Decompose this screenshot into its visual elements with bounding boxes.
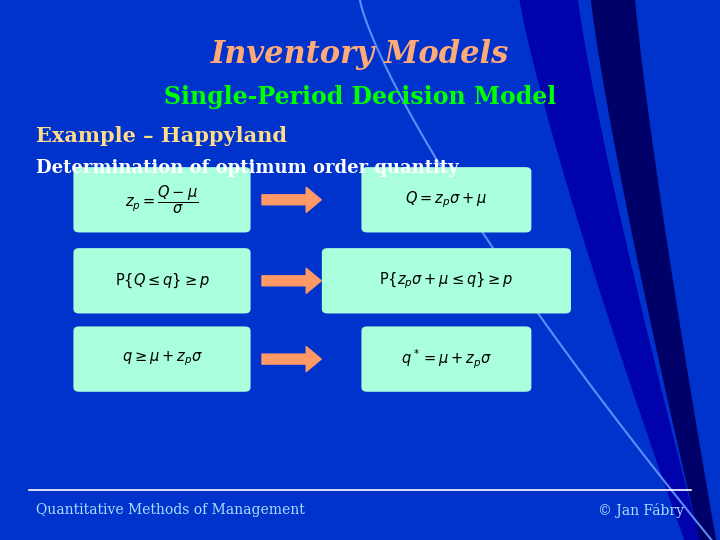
Text: Single-Period Decision Model: Single-Period Decision Model bbox=[164, 85, 556, 109]
FancyBboxPatch shape bbox=[322, 248, 571, 313]
Text: $Q = z_p\sigma + \mu$: $Q = z_p\sigma + \mu$ bbox=[405, 190, 487, 210]
Polygon shape bbox=[518, 0, 720, 540]
Text: Inventory Models: Inventory Models bbox=[211, 38, 509, 70]
FancyBboxPatch shape bbox=[73, 326, 251, 392]
Text: Quantitative Methods of Management: Quantitative Methods of Management bbox=[36, 503, 305, 517]
FancyBboxPatch shape bbox=[361, 167, 531, 232]
Text: $\mathrm{P}\left\{Q \leq q\right\} \geq p$: $\mathrm{P}\left\{Q \leq q\right\} \geq … bbox=[114, 272, 210, 290]
FancyBboxPatch shape bbox=[73, 167, 251, 232]
Text: $z_p = \dfrac{Q-\mu}{\sigma}$: $z_p = \dfrac{Q-\mu}{\sigma}$ bbox=[125, 184, 199, 216]
Text: $\mathrm{P}\left\{z_p\sigma + \mu \leq q\right\} \geq p$: $\mathrm{P}\left\{z_p\sigma + \mu \leq q… bbox=[379, 271, 513, 291]
Text: © Jan Fábry: © Jan Fábry bbox=[598, 503, 684, 518]
Text: $q \geq \mu + z_p \sigma$: $q \geq \mu + z_p \sigma$ bbox=[122, 350, 202, 368]
FancyBboxPatch shape bbox=[73, 248, 251, 313]
Polygon shape bbox=[590, 0, 720, 540]
FancyBboxPatch shape bbox=[361, 326, 531, 392]
Text: Example – Happyland: Example – Happyland bbox=[36, 126, 287, 146]
Text: $q^* = \mu + z_p \sigma$: $q^* = \mu + z_p \sigma$ bbox=[401, 347, 492, 371]
Text: Determination of optimum order quantity: Determination of optimum order quantity bbox=[36, 159, 459, 178]
